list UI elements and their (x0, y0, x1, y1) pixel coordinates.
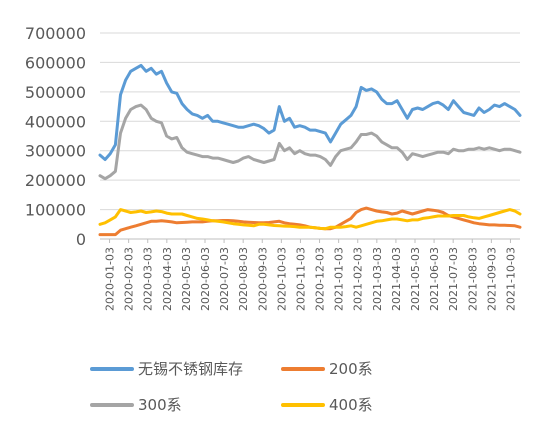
y-tick-label: 300000 (25, 142, 86, 161)
y-tick-label: 0 (76, 230, 86, 249)
y-tick-label: 200000 (25, 171, 86, 190)
x-tick-label: 2020-06-03 (199, 247, 212, 311)
legend-label: 400系 (329, 396, 373, 414)
x-tick-label: 2021-01-03 (333, 247, 346, 311)
x-tick-label: 2020-05-03 (180, 247, 193, 311)
x-tick-label: 2020-02-03 (123, 247, 136, 311)
legend-label: 无锡不锈钢库存 (138, 360, 243, 378)
x-tick-label: 2020-09-03 (256, 247, 269, 311)
x-tick-label: 2020-04-03 (161, 247, 174, 311)
x-tick-label: 2020-11-03 (294, 247, 307, 311)
x-tick-label: 2021-02-03 (352, 247, 365, 311)
gridlines (100, 32, 520, 211)
x-tick-label: 2021-05-03 (409, 247, 422, 311)
x-axis: 2020-01-03 2020-02-03 2020-03-03 2020-04-03… (100, 238, 520, 311)
series-lines (98, 63, 522, 237)
x-tick-label: 2020-10-03 (275, 247, 288, 311)
x-tick-label: 2020-08-03 (237, 247, 250, 311)
x-tick-label: 2020-03-03 (142, 247, 155, 311)
y-tick-label: 400000 (25, 112, 86, 131)
y-tick-label: 100000 (25, 201, 86, 220)
x-tick-label: 2021-08-03 (466, 247, 479, 311)
x-tick-label: 2021-09-03 (485, 247, 498, 311)
x-tick-label: 2020-07-03 (218, 247, 231, 311)
series-line (98, 208, 522, 231)
x-tick-label: 2021-04-03 (390, 247, 403, 311)
x-tick-label: 2020-12-03 (314, 247, 327, 311)
y-tick-label: 700000 (25, 24, 86, 43)
series-line (98, 63, 522, 161)
y-tick-label: 600000 (25, 53, 86, 72)
x-tick-label: 2021-06-03 (428, 247, 441, 311)
x-tick-label: 2021-07-03 (447, 247, 460, 311)
legend-label: 200系 (329, 360, 373, 378)
x-tick-label: 2021-03-03 (371, 247, 384, 311)
y-axis: 0 100000 200000 300000 400000 500000 600000 700… (25, 24, 86, 249)
y-tick-label: 500000 (25, 83, 86, 102)
x-tick-label: 2020-01-03 (104, 247, 117, 311)
legend: 无锡不锈钢库存 200系 300系 400系 (90, 360, 373, 414)
x-tick-label: 2021-10-03 (504, 247, 517, 311)
series-line (98, 103, 522, 181)
legend-label: 300系 (138, 396, 182, 414)
